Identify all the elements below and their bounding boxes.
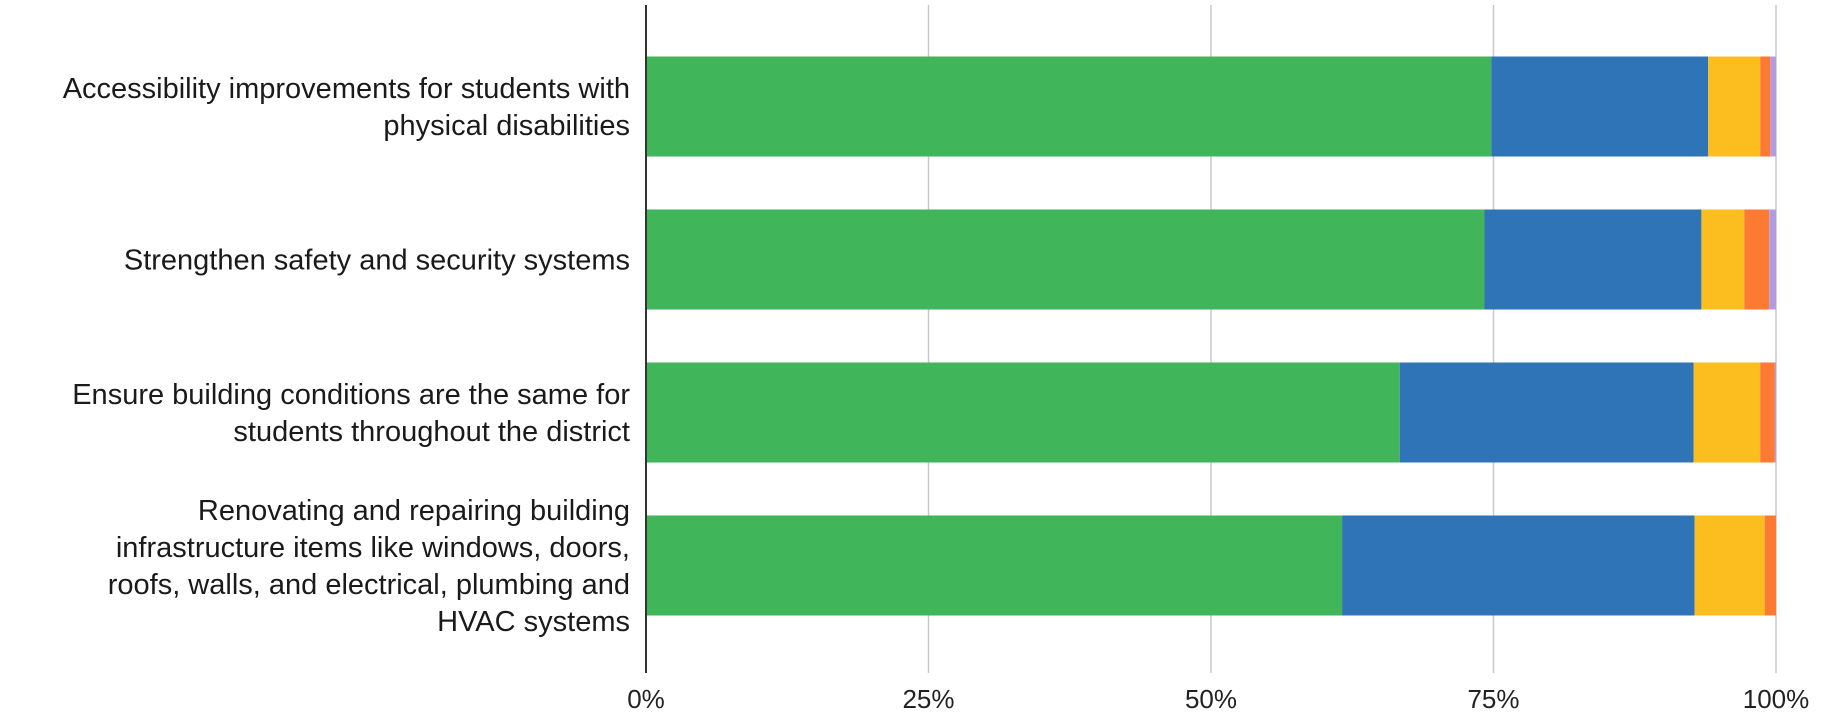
category-label-line: physical disabilities: [383, 110, 630, 142]
bar-segments: [646, 56, 1776, 616]
category-labels: Accessibility improvements for students …: [63, 73, 631, 638]
x-tick-label: 25%: [902, 684, 954, 713]
category-label: Renovating and repairing building infrast…: [108, 495, 630, 638]
bar-segment: [1399, 362, 1694, 463]
x-tick-labels: 0% 25% 50% 75% 100%: [627, 684, 1809, 713]
bar-segment: [1701, 209, 1745, 310]
x-tick-label: 75%: [1467, 684, 1519, 713]
bar-segment: [1760, 56, 1771, 157]
bar-segment: [646, 56, 1492, 157]
category-label-line: roofs, walls, and electrical, plumbing a…: [108, 569, 630, 601]
bar-segment: [1774, 362, 1776, 463]
category-label-line: Accessibility improvements for students …: [63, 73, 630, 105]
bar-segment: [1770, 56, 1776, 157]
bar-segment: [1694, 515, 1765, 616]
bar-segment: [1764, 515, 1776, 616]
category-label-line: Ensure building conditions are the same …: [72, 379, 630, 411]
x-tick-label: 100%: [1743, 684, 1810, 713]
category-label: Strengthen safety and security systems: [124, 245, 630, 277]
bar-segment: [646, 209, 1485, 310]
bar-segment: [1484, 209, 1702, 310]
category-label: Ensure building conditions are the same …: [72, 379, 630, 448]
category-label-line: Renovating and repairing building: [198, 495, 630, 527]
bar-segment: [646, 515, 1343, 616]
category-label-line: Strengthen safety and security systems: [124, 245, 630, 277]
bar-segment: [1760, 362, 1775, 463]
x-tick-label: 50%: [1185, 684, 1237, 713]
bar-segment: [1491, 56, 1709, 157]
category-label: Accessibility improvements for students …: [63, 73, 630, 142]
bar-segment: [1769, 209, 1776, 310]
bar-segment: [646, 362, 1400, 463]
bar-segment: [1342, 515, 1695, 616]
category-label-line: HVAC systems: [437, 606, 630, 638]
category-label-line: infrastructure items like windows, doors…: [116, 532, 630, 564]
x-tick-label: 0%: [627, 684, 665, 713]
bar-segment: [1693, 362, 1761, 463]
bar-segment: [1708, 56, 1761, 157]
bar-segment: [1744, 209, 1770, 310]
category-label-line: students throughout the district: [233, 416, 630, 448]
